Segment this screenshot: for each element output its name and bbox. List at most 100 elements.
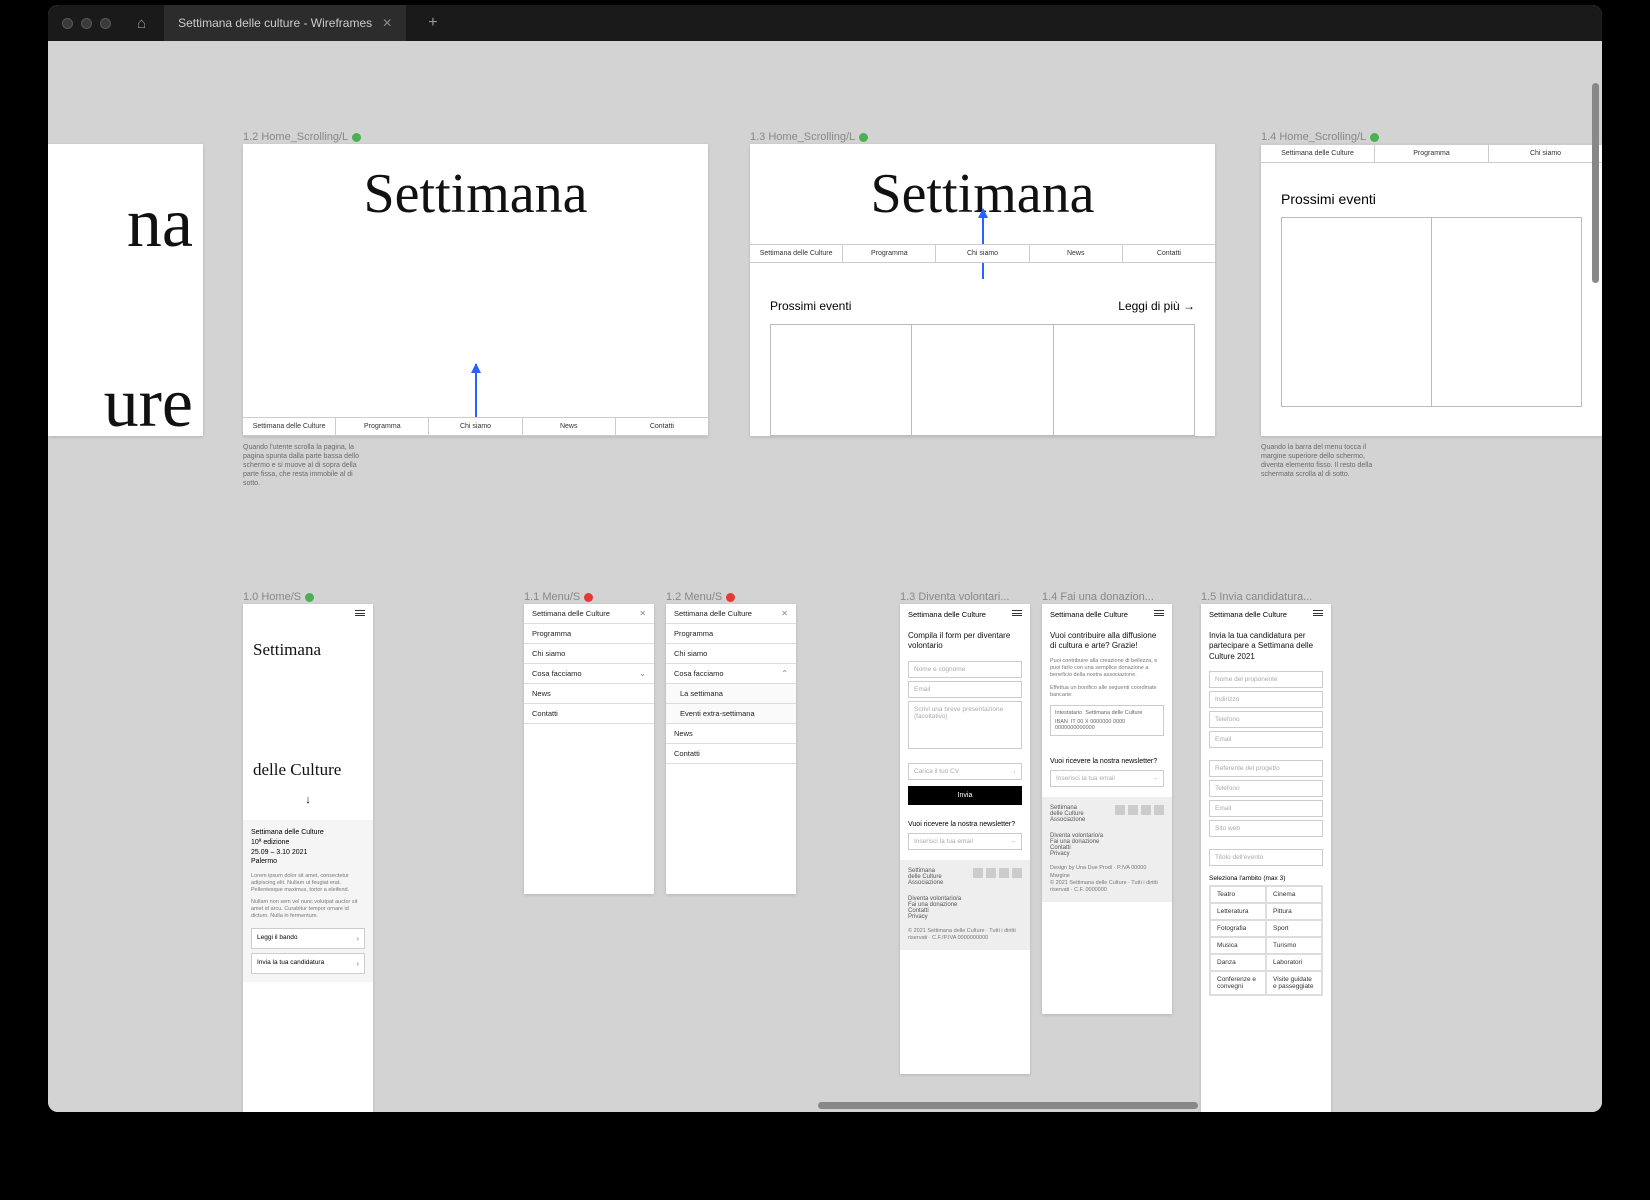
close-dot[interactable] (62, 18, 73, 29)
nav-item[interactable]: Chi siamo (1489, 145, 1602, 162)
bio-textarea[interactable]: Scrivi una breve presentazione (facoltat… (908, 701, 1022, 749)
form-input[interactable]: Referente del progetto (1209, 760, 1323, 777)
frame-1-1-menu[interactable]: Settimana delle Culture✕ProgrammaChi sia… (524, 604, 654, 894)
menu-item[interactable]: Contatti (524, 704, 654, 724)
nav-item[interactable]: News (523, 418, 616, 435)
ambito-option[interactable]: Teatro (1210, 886, 1266, 903)
frame-1-2-menu[interactable]: Settimana delle Culture✕ProgrammaChi sia… (666, 604, 796, 894)
frame-1-4[interactable]: Settimana delle Culture Programma Chi si… (1261, 144, 1602, 436)
frame-1-3[interactable]: Settimana Settimana delle Culture Progra… (750, 144, 1215, 436)
email-input[interactable]: Email (908, 681, 1022, 698)
frame-label-1-2m[interactable]: 1.2 Menu/S (666, 591, 735, 603)
nav-item[interactable]: Programma (336, 418, 429, 435)
ambito-option[interactable]: Cinema (1266, 886, 1322, 903)
hamburger-icon[interactable] (1154, 610, 1164, 619)
nav-item[interactable]: Programma (843, 245, 936, 262)
form-input[interactable]: Indirizzo (1209, 691, 1323, 708)
nav-item[interactable]: Chi siamo (936, 245, 1029, 262)
frame-partial-left[interactable]: na ure (48, 144, 203, 436)
frame-label-1-4[interactable]: 1.4 Home_Scrolling/L (1261, 131, 1379, 143)
design-canvas[interactable]: na ure 1.2 Home_Scrolling/L Settimana Se… (48, 41, 1602, 1112)
menu-item[interactable]: Settimana delle Culture✕ (524, 604, 654, 624)
frame-1-0-mobile[interactable]: Settimana delle Culture ↓ Settimana dell… (243, 604, 373, 1112)
cta-button[interactable]: Invia la tua candidatura› (251, 953, 365, 974)
menu-item[interactable]: Settimana delle Culture✕ (666, 604, 796, 624)
event-card[interactable] (1053, 324, 1195, 436)
frame-label-1-4m[interactable]: 1.4 Fai una donazion... (1042, 591, 1154, 603)
menu-item[interactable]: La settimana (666, 684, 796, 704)
hamburger-icon[interactable] (1313, 610, 1323, 619)
nav-item[interactable]: Chi siamo (429, 418, 522, 435)
hamburger-icon[interactable] (1012, 610, 1022, 619)
event-card[interactable] (1281, 217, 1431, 407)
menu-item[interactable]: News (524, 684, 654, 704)
nav-item[interactable]: Settimana delle Culture (1261, 145, 1375, 162)
close-icon[interactable]: ✕ (382, 16, 392, 30)
name-input[interactable]: Nome e cognome (908, 661, 1022, 678)
ambito-option[interactable]: Laboratori (1266, 954, 1322, 971)
form-input[interactable]: Telefono (1209, 711, 1323, 728)
ambito-option[interactable]: Conferenze e convegni (1210, 971, 1266, 995)
newsletter-input[interactable]: Inserisci la tua email→ (1050, 770, 1164, 787)
nav-item[interactable]: Contatti (616, 418, 708, 435)
menu-item[interactable]: News (666, 724, 796, 744)
menu-item[interactable]: Contatti (666, 744, 796, 764)
menu-item[interactable]: Programma (666, 624, 796, 644)
menu-item[interactable]: Chi siamo (666, 644, 796, 664)
nav-item[interactable]: Settimana delle Culture (750, 245, 843, 262)
home-icon[interactable]: ⌂ (137, 15, 146, 32)
frame-1-4-donate[interactable]: Settimana delle Culture Vuoi contribuire… (1042, 604, 1172, 1014)
form-input[interactable]: Email (1209, 731, 1323, 748)
document-tab[interactable]: Settimana delle culture - Wireframes ✕ (164, 5, 406, 41)
menu-item[interactable]: Eventi extra-settimana (666, 704, 796, 724)
ambito-option[interactable]: Danza (1210, 954, 1266, 971)
menu-item[interactable]: Programma (524, 624, 654, 644)
menu-item[interactable]: Cosa facciamo⌄ (524, 664, 654, 684)
form-input[interactable]: Nome del proponente (1209, 671, 1323, 688)
cta-button[interactable]: Leggi il bando› (251, 928, 365, 949)
footer-link[interactable]: Privacy (1050, 851, 1164, 857)
frame-1-5-apply[interactable]: Settimana delle Culture Invia la tua can… (1201, 604, 1331, 1112)
min-dot[interactable] (81, 18, 92, 29)
nav-item[interactable]: Programma (1375, 145, 1489, 162)
ambito-option[interactable]: Musica (1210, 937, 1266, 954)
frame-label-1-0[interactable]: 1.0 Home/S (243, 591, 314, 603)
menu-item[interactable]: Chi siamo (524, 644, 654, 664)
frame-1-3-form[interactable]: Settimana delle Culture Compila il form … (900, 604, 1030, 1074)
ambito-option[interactable]: Pittura (1266, 903, 1322, 920)
form-input[interactable]: Titolo dell'evento (1209, 849, 1323, 866)
frame-label-1-2[interactable]: 1.2 Home_Scrolling/L (243, 131, 361, 143)
form-input[interactable]: Email (1209, 800, 1323, 817)
nav-item[interactable]: Settimana delle Culture (243, 418, 336, 435)
social-icons[interactable] (1115, 805, 1164, 815)
hamburger-icon[interactable] (355, 610, 365, 616)
social-icons[interactable] (973, 868, 1022, 878)
submit-button[interactable]: Invia (908, 786, 1022, 805)
frame-label-1-3m[interactable]: 1.3 Diventa volontari... (900, 591, 1009, 603)
frame-label-1-1[interactable]: 1.1 Menu/S (524, 591, 593, 603)
horizontal-scrollbar[interactable] (818, 1102, 1198, 1109)
ambito-option[interactable]: Sport (1266, 920, 1322, 937)
frame-label-1-3[interactable]: 1.3 Home_Scrolling/L (750, 131, 868, 143)
nav-item[interactable]: Contatti (1123, 245, 1215, 262)
event-card[interactable] (770, 324, 911, 436)
traffic-lights[interactable] (62, 18, 111, 29)
form-input[interactable]: Sito web (1209, 820, 1323, 837)
frame-1-2[interactable]: Settimana Settimana delle Culture Progra… (243, 144, 708, 436)
event-card[interactable] (911, 324, 1052, 436)
max-dot[interactable] (100, 18, 111, 29)
add-tab-button[interactable]: + (418, 14, 447, 32)
footer-link[interactable]: Privacy (908, 914, 1022, 920)
nav-item[interactable]: News (1030, 245, 1123, 262)
event-card[interactable] (1431, 217, 1582, 407)
menu-item[interactable]: Cosa facciamo⌃ (666, 664, 796, 684)
upload-button[interactable]: Carica il tuo CV↓ (908, 763, 1022, 780)
ambito-option[interactable]: Visite guidate e passeggiate (1266, 971, 1322, 995)
frame-label-1-5m[interactable]: 1.5 Invia candidatura... (1201, 591, 1312, 603)
read-more-link[interactable]: Leggi di più → (1118, 299, 1195, 313)
ambito-option[interactable]: Fotografia (1210, 920, 1266, 937)
ambito-option[interactable]: Turismo (1266, 937, 1322, 954)
form-input[interactable]: Telefono (1209, 780, 1323, 797)
newsletter-input[interactable]: Inserisci la tua email→ (908, 833, 1022, 850)
vertical-scrollbar[interactable] (1592, 83, 1599, 283)
